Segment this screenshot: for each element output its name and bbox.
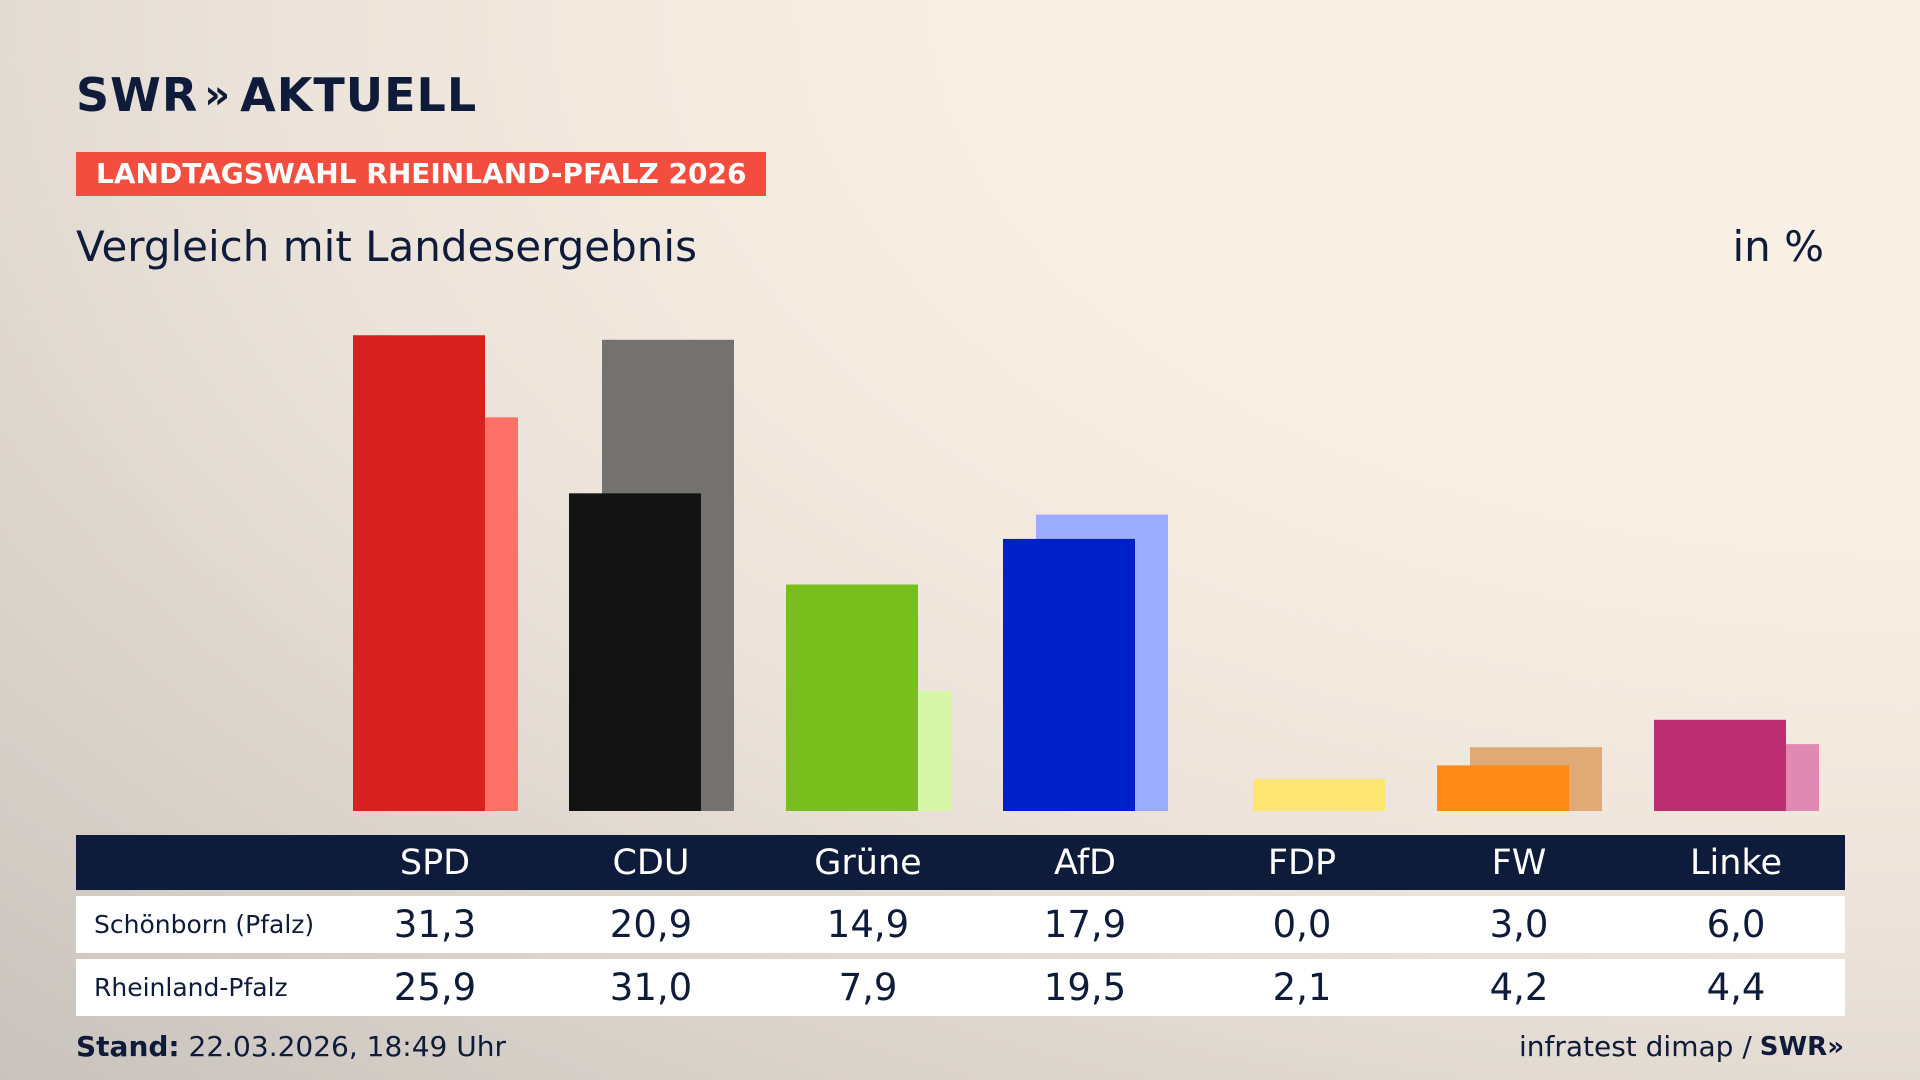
party-header-2: Grüne [814, 842, 922, 883]
table-header: SPD CDU Grüne AfD FDP FW Linke [76, 835, 1845, 890]
timestamp: Stand: 22.03.2026, 18:49 Uhr [76, 1030, 506, 1063]
value-cell: 17,9 [1043, 903, 1127, 946]
party-header-1: CDU [612, 842, 690, 883]
value-cell: 3,0 [1489, 903, 1549, 946]
table-row: Schönborn (Pfalz) 31,3 20,9 14,9 17,9 0,0 3,0… [76, 896, 1845, 953]
party-header-4: FDP [1267, 842, 1337, 883]
bar-local-cdu [569, 493, 701, 811]
bar-chart [353, 335, 1819, 811]
election-tag: LANDTAGSWAHL RHEINLAND-PFALZ 2026 [76, 152, 767, 196]
bar-local-fw [1437, 765, 1569, 811]
results-table: SPD CDU Grüne AfD FDP FW Linke Schönborn (Pfal… [76, 835, 1845, 1016]
value-cell: 6,0 [1706, 903, 1766, 946]
bar-local-grüne [786, 584, 918, 811]
source-text: infratest dimap / [1518, 1030, 1752, 1063]
source-credit: infratest dimap / SWR» [1519, 1030, 1844, 1063]
table-row: Rheinland-Pfalz 25,9 31,0 7,9 19,5 2,1 4,2 4,4 [76, 959, 1845, 1016]
row-label: Schönborn (Pfalz) [94, 910, 315, 939]
bar-local-afd [1003, 538, 1135, 811]
swr-aktuell-logo: SWR » AKTUELL [76, 68, 477, 122]
stand-value: 22.03.2026, 18:49 Uhr [188, 1030, 506, 1063]
stand-label: Stand: [76, 1030, 180, 1063]
value-cell: 4,2 [1489, 966, 1549, 1009]
swr-mini-logo: SWR» [1759, 1031, 1844, 1062]
bar-state-fdp [1253, 779, 1385, 811]
row-label: Rheinland-Pfalz [94, 973, 288, 1002]
value-cell: 25,9 [393, 966, 477, 1009]
party-header-5: FW [1491, 842, 1547, 883]
value-cell: 19,5 [1043, 966, 1127, 1009]
logo-swr-text: SWR [76, 68, 199, 122]
value-cell: 14,9 [826, 903, 910, 946]
party-header-6: Linke [1690, 842, 1782, 883]
chart-subtitle: Vergleich mit Landesergebnis [76, 222, 697, 271]
party-header-3: AfD [1054, 842, 1116, 883]
value-cell: 7,9 [838, 966, 898, 1009]
value-cell: 31,3 [393, 903, 477, 946]
value-cell: 31,0 [609, 966, 693, 1009]
unit-label: in % [1732, 222, 1824, 271]
bar-local-spd [353, 335, 485, 811]
value-cell: 20,9 [609, 903, 693, 946]
value-cell: 4,4 [1706, 966, 1766, 1009]
bar-local-linke [1654, 719, 1786, 811]
party-header-0: SPD [399, 842, 471, 883]
value-cell: 2,1 [1272, 966, 1332, 1009]
value-cell: 0,0 [1272, 903, 1332, 946]
logo-aktuell-text: AKTUELL [240, 68, 478, 122]
